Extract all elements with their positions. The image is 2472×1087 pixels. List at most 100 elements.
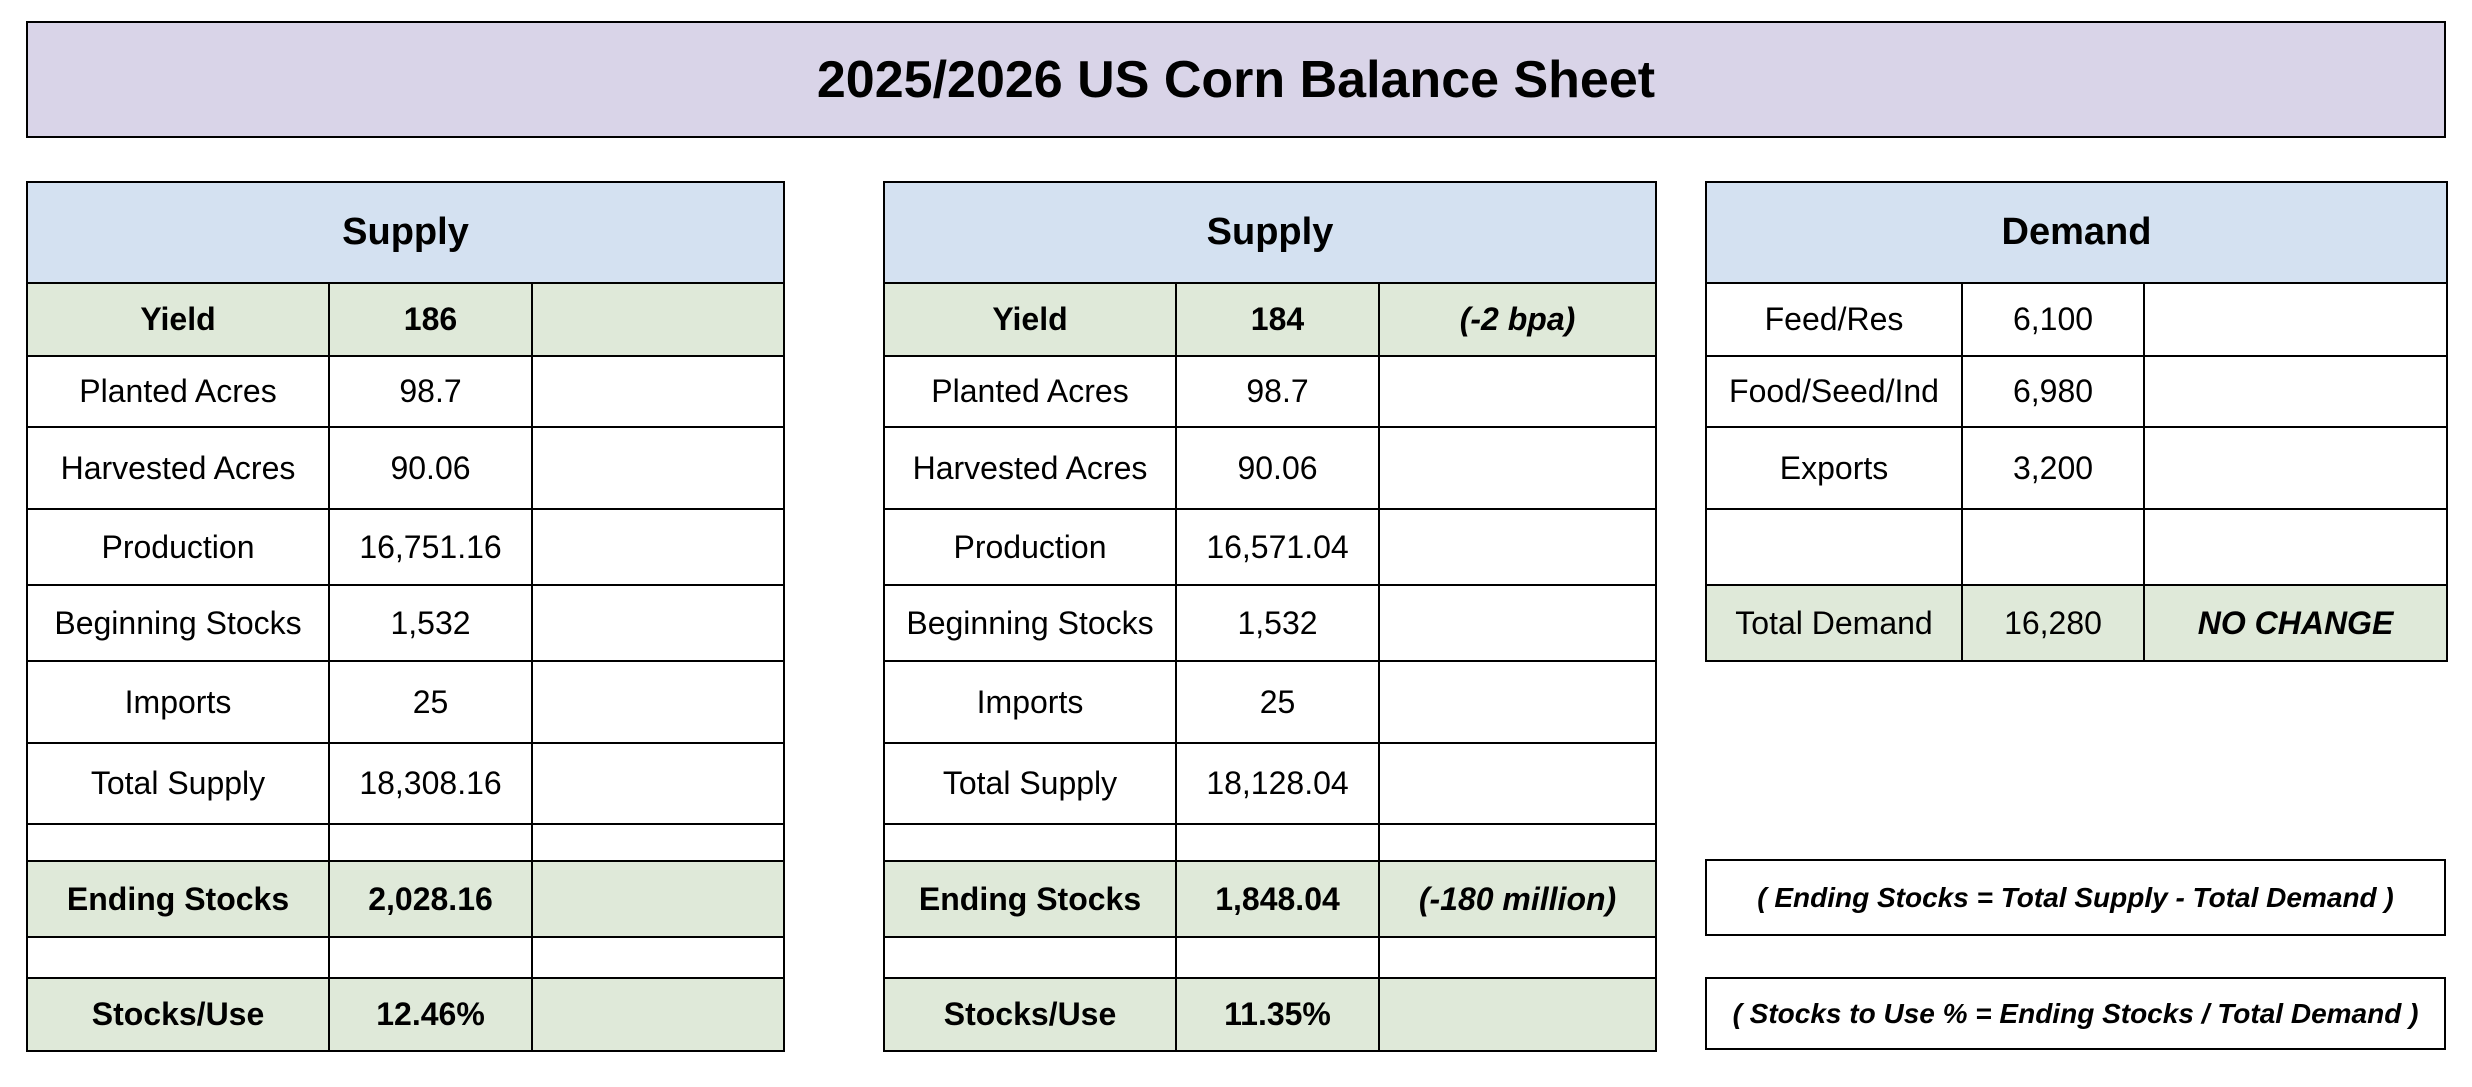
row-note: NO CHANGE bbox=[2143, 584, 2448, 662]
row-label: Food/Seed/Ind bbox=[1705, 355, 1963, 428]
table-row: Production 16,571.04 bbox=[883, 508, 1658, 586]
row-label: Stocks/Use bbox=[26, 977, 330, 1052]
row-note bbox=[2143, 508, 2448, 586]
table-row: Imports 25 bbox=[26, 660, 786, 744]
row-label: Planted Acres bbox=[26, 355, 330, 428]
row-label: Production bbox=[26, 508, 330, 586]
stocks-to-use-formula: ( Stocks to Use % = Ending Stocks / Tota… bbox=[1705, 977, 2446, 1050]
row-note bbox=[2143, 355, 2448, 428]
table-row: Planted Acres 98.7 bbox=[26, 355, 786, 428]
row-note bbox=[1377, 823, 1658, 862]
table-row bbox=[26, 936, 786, 979]
row-value bbox=[1175, 936, 1380, 979]
row-label: Yield bbox=[883, 282, 1177, 357]
row-note bbox=[530, 355, 786, 428]
row-value: 6,100 bbox=[1961, 282, 2145, 357]
table-row: Stocks/Use 11.35% bbox=[883, 977, 1658, 1052]
row-note bbox=[2143, 426, 2448, 510]
supply-header: Supply bbox=[25, 181, 786, 284]
row-label: Yield bbox=[26, 282, 330, 357]
table-row: Exports 3,200 bbox=[1705, 426, 2448, 510]
table-row: Total Supply 18,128.04 bbox=[883, 742, 1658, 825]
row-note bbox=[1377, 508, 1658, 586]
row-note bbox=[530, 426, 786, 510]
row-label: Total Supply bbox=[883, 742, 1177, 825]
row-note: (-2 bpa) bbox=[1377, 282, 1658, 357]
row-note bbox=[530, 860, 786, 938]
row-note bbox=[530, 584, 786, 662]
row-value: 1,848.04 bbox=[1175, 860, 1380, 938]
row-label bbox=[1705, 508, 1963, 586]
row-note bbox=[1377, 584, 1658, 662]
row-note bbox=[1377, 742, 1658, 825]
demand-header: Demand bbox=[1705, 181, 2448, 284]
row-note bbox=[530, 823, 786, 862]
row-value bbox=[328, 936, 533, 979]
table-row: Beginning Stocks 1,532 bbox=[26, 584, 786, 662]
row-value: 16,751.16 bbox=[328, 508, 533, 586]
row-value: 25 bbox=[1175, 660, 1380, 744]
row-value: 11.35% bbox=[1175, 977, 1380, 1052]
table-row: Ending Stocks 2,028.16 bbox=[26, 860, 786, 938]
row-label: Planted Acres bbox=[883, 355, 1177, 428]
row-note bbox=[530, 742, 786, 825]
row-label: Production bbox=[883, 508, 1177, 586]
row-label: Exports bbox=[1705, 426, 1963, 510]
table-row: Food/Seed/Ind 6,980 bbox=[1705, 355, 2448, 428]
row-label: Ending Stocks bbox=[883, 860, 1177, 938]
table-row: Stocks/Use 12.46% bbox=[26, 977, 786, 1052]
table-row: Production 16,751.16 bbox=[26, 508, 786, 586]
row-label bbox=[26, 823, 330, 862]
table-row: Planted Acres 98.7 bbox=[883, 355, 1658, 428]
row-note bbox=[2143, 282, 2448, 357]
row-note bbox=[1377, 977, 1658, 1052]
table-row: Beginning Stocks 1,532 bbox=[883, 584, 1658, 662]
row-value bbox=[1175, 823, 1380, 862]
supply-header: Supply bbox=[882, 181, 1658, 284]
row-value bbox=[328, 823, 533, 862]
table-row: Imports 25 bbox=[883, 660, 1658, 744]
row-note bbox=[1377, 936, 1658, 979]
demand-table: Demand Feed/Res 6,100 Food/Seed/Ind 6,98… bbox=[1705, 181, 2448, 662]
row-value: 18,308.16 bbox=[328, 742, 533, 825]
row-note: (-180 million) bbox=[1377, 860, 1658, 938]
row-value: 18,128.04 bbox=[1175, 742, 1380, 825]
table-row: Yield 186 bbox=[26, 282, 786, 357]
row-label: Stocks/Use bbox=[883, 977, 1177, 1052]
row-label bbox=[26, 936, 330, 979]
row-value: 1,532 bbox=[1175, 584, 1380, 662]
row-value: 1,532 bbox=[328, 584, 533, 662]
table-row bbox=[1705, 508, 2448, 586]
row-label: Harvested Acres bbox=[26, 426, 330, 510]
row-label: Beginning Stocks bbox=[26, 584, 330, 662]
table-row: Yield 184 (-2 bpa) bbox=[883, 282, 1658, 357]
row-label: Feed/Res bbox=[1705, 282, 1963, 357]
row-note bbox=[530, 936, 786, 979]
table-row: Total Demand 16,280 NO CHANGE bbox=[1705, 584, 2448, 662]
row-value: 98.7 bbox=[328, 355, 533, 428]
supply-table-baseline: Supply Yield 186 Planted Acres 98.7 Harv… bbox=[25, 181, 786, 1052]
row-value: 16,280 bbox=[1961, 584, 2145, 662]
row-note bbox=[530, 977, 786, 1052]
row-value: 98.7 bbox=[1175, 355, 1380, 428]
table-row bbox=[26, 823, 786, 862]
table-row: Harvested Acres 90.06 bbox=[883, 426, 1658, 510]
row-value: 2,028.16 bbox=[328, 860, 533, 938]
row-note bbox=[530, 660, 786, 744]
row-value bbox=[1961, 508, 2145, 586]
ending-stocks-formula: ( Ending Stocks = Total Supply - Total D… bbox=[1705, 859, 2446, 936]
table-row bbox=[883, 823, 1658, 862]
row-value: 16,571.04 bbox=[1175, 508, 1380, 586]
row-value: 90.06 bbox=[328, 426, 533, 510]
table-row bbox=[883, 936, 1658, 979]
row-label: Imports bbox=[883, 660, 1177, 744]
table-row: Total Supply 18,308.16 bbox=[26, 742, 786, 825]
page-title: 2025/2026 US Corn Balance Sheet bbox=[26, 21, 2446, 138]
row-value: 12.46% bbox=[328, 977, 533, 1052]
row-label bbox=[883, 936, 1177, 979]
row-label bbox=[883, 823, 1177, 862]
row-value: 184 bbox=[1175, 282, 1380, 357]
row-note bbox=[1377, 355, 1658, 428]
row-label: Ending Stocks bbox=[26, 860, 330, 938]
row-label: Beginning Stocks bbox=[883, 584, 1177, 662]
